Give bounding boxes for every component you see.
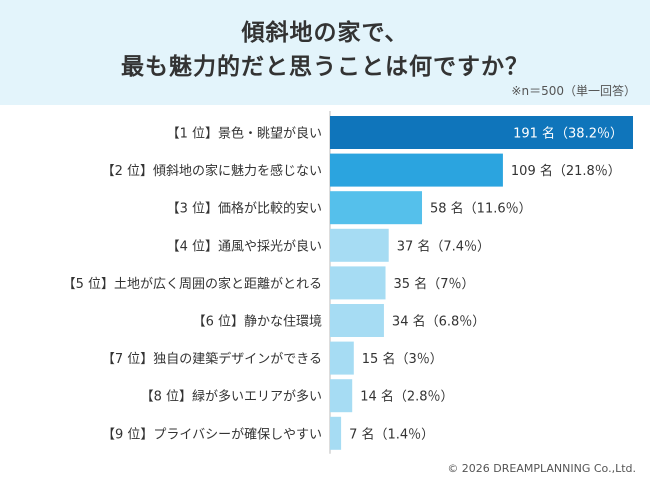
bar bbox=[330, 191, 423, 225]
category-label: 【9 位】プライバシーが確保しやすい bbox=[102, 426, 322, 442]
bar bbox=[330, 379, 353, 413]
value-label: 7 名（1.4％） bbox=[349, 426, 434, 442]
category-label: 【1 位】景色・眺望が良い bbox=[167, 126, 322, 142]
bar bbox=[330, 266, 386, 300]
category-label: 【7 位】独自の建築デザインができる bbox=[102, 351, 322, 367]
value-label: 191 名（38.2％） bbox=[513, 126, 623, 142]
chart-panel: 【1 位】景色・眺望が良い 191 名（38.2％） 【2 位】傾斜地の家に魅力を感… bbox=[0, 105, 650, 488]
chart-header: 傾斜地の家で、 最も魅力的だと思うことは何ですか？ ※n＝500（単一回答） bbox=[0, 0, 650, 105]
value-label: 35 名（7％） bbox=[394, 276, 475, 292]
sample-size-note: ※n＝500（単一回答） bbox=[511, 84, 636, 98]
bar bbox=[330, 416, 342, 450]
chart-title-line-2: 最も魅力的だと思うことは何ですか？ bbox=[121, 54, 529, 80]
category-label: 【5 位】土地が広く周囲の家と距離がとれる bbox=[63, 276, 322, 292]
value-label: 37 名（7.4％） bbox=[397, 238, 490, 254]
value-label: 15 名（3％） bbox=[362, 351, 443, 367]
bar bbox=[330, 341, 354, 375]
copyright-text: © 2026 DREAMPLANNING Co.,Ltd. bbox=[447, 462, 636, 475]
bar bbox=[330, 153, 503, 187]
bar bbox=[330, 304, 384, 337]
category-label: 【8 位】緑が多いエリアが多い bbox=[141, 389, 322, 405]
category-label: 【4 位】通風や採光が良い bbox=[167, 238, 322, 254]
category-label: 【6 位】静かな住環境 bbox=[193, 315, 322, 330]
value-label: 109 名（21.8％） bbox=[511, 163, 621, 179]
chart-title-line-1: 傾斜地の家で、 bbox=[241, 20, 409, 46]
bar bbox=[330, 228, 389, 262]
bar-chart: 【1 位】景色・眺望が良い 191 名（38.2％） 【2 位】傾斜地の家に魅力を感… bbox=[63, 111, 633, 454]
value-label: 34 名（6.8％） bbox=[392, 314, 485, 330]
category-label: 【3 位】価格が比較的安い bbox=[167, 201, 322, 217]
value-label: 58 名（11.6％） bbox=[430, 201, 532, 217]
value-label: 14 名（2.8％） bbox=[360, 389, 453, 405]
category-label: 【2 位】傾斜地の家に魅力を感じない bbox=[102, 163, 322, 179]
bar bbox=[330, 116, 633, 149]
